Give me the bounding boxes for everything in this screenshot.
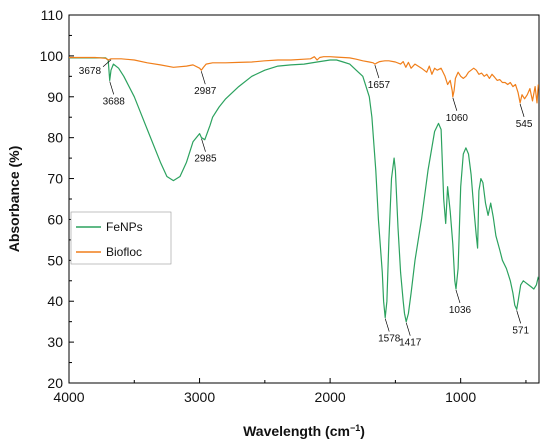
- y-axis: 20 30 40 50 60 70 80 90 100 110: [40, 7, 74, 391]
- legend-label-fenps: FeNPs: [106, 220, 143, 234]
- annotation-leader: [405, 322, 411, 336]
- x-tick-label-2000: 2000: [315, 389, 346, 405]
- annotation-1417: 1417: [399, 338, 422, 349]
- annotation-2987: 2987: [194, 86, 217, 97]
- annotation-leader: [384, 318, 390, 332]
- y-tick-label-40: 40: [47, 293, 63, 309]
- x-axis-title-sup: −1: [350, 423, 360, 433]
- legend-box: [70, 211, 172, 265]
- annotation-3678: 3678: [79, 66, 102, 77]
- series-line-fenps: [69, 57, 539, 323]
- annotation-571: 571: [512, 325, 529, 336]
- annotation-leader: [200, 71, 206, 85]
- x-axis-title-main: Wavelength (cm: [243, 423, 350, 439]
- x-axis: 4000 3000 2000 1000: [53, 378, 527, 405]
- x-axis-title-tail: ): [360, 423, 365, 439]
- annotation-2985: 2985: [194, 154, 217, 165]
- x-tick-label-4000: 4000: [53, 389, 84, 405]
- y-tick-label-80: 80: [47, 130, 63, 146]
- annotation-1060: 1060: [446, 113, 469, 124]
- annotation-leader: [455, 289, 461, 304]
- legend-label-biofloc: Biofloc: [106, 245, 142, 259]
- plot-frame: [68, 14, 540, 384]
- y-axis-title: Absorbance (%): [6, 146, 22, 253]
- annotation-1578: 1578: [378, 334, 401, 345]
- legend: FeNPs Biofloc: [70, 211, 172, 265]
- annotation-545: 545: [516, 119, 533, 130]
- y-tick-label-100: 100: [40, 48, 64, 64]
- annotation-leader: [519, 103, 525, 118]
- annotation-leader: [109, 81, 115, 95]
- y-tick-label-60: 60: [47, 211, 63, 227]
- y-tick-label-20: 20: [47, 375, 63, 391]
- annotation-leader: [201, 138, 206, 152]
- annotation-leader: [452, 97, 458, 111]
- y-tick-label-110: 110: [41, 7, 64, 23]
- annotation-leader: [102, 59, 112, 68]
- y-tick-label-70: 70: [47, 171, 63, 187]
- annotation-leader: [374, 64, 380, 79]
- series-line-biofloc: [69, 56, 539, 104]
- x-tick-label-1000: 1000: [445, 389, 476, 405]
- annotation-leader: [516, 310, 522, 324]
- annotation-1036: 1036: [449, 305, 472, 316]
- series-layer: [69, 56, 539, 323]
- x-axis-title: Wavelength (cm−1): [243, 423, 365, 439]
- y-tick-label-90: 90: [47, 89, 63, 105]
- annotation-3688: 3688: [103, 96, 126, 107]
- y-tick-label-30: 30: [47, 334, 63, 350]
- y-tick-label-50: 50: [47, 252, 63, 268]
- x-tick-label-3000: 3000: [184, 389, 215, 405]
- annotation-1657: 1657: [368, 80, 391, 91]
